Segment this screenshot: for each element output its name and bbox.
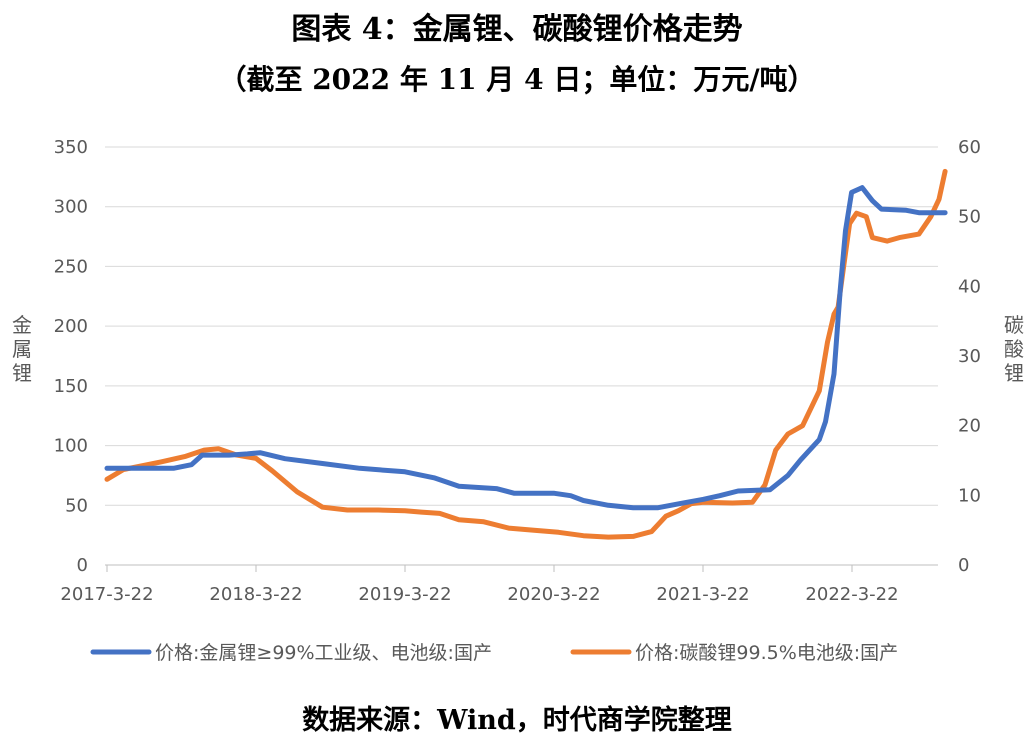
right-axis-ticks: 0 10 20 30 40 50 60 <box>958 137 981 576</box>
chart-title: 图表 4：金属锂、碳酸锂价格走势 <box>291 12 743 47</box>
chart-canvas: 0 50 100 150 200 250 300 350 0 10 20 30 40 50 60 2017… <box>12 137 1024 664</box>
series-layer <box>104 168 948 540</box>
x-tick-label: 2022-3-22 <box>805 584 898 605</box>
left-tick-label: 200 <box>54 316 88 337</box>
x-tick-label: 2021-3-22 <box>656 584 749 605</box>
x-tick-label: 2019-3-22 <box>358 584 451 605</box>
left-axis-title-char: 属 <box>12 337 32 361</box>
x-axis-ticks: 2017-3-22 2018-3-22 2019-3-22 2020-3-22 2021… <box>60 565 899 605</box>
right-tick-label: 40 <box>958 276 981 297</box>
legend: 价格:金属锂≥99%工业级、电池级:国产 价格:碳酸锂99.5%电池级:国产 <box>90 642 898 664</box>
x-tick-label: 2020-3-22 <box>507 584 600 605</box>
right-axis-title-char: 碳 <box>1004 313 1024 337</box>
left-tick-label: 150 <box>54 376 88 397</box>
right-tick-label: 30 <box>958 346 981 367</box>
right-axis-title-char: 酸 <box>1004 337 1024 361</box>
left-axis-title-char: 金 <box>12 313 32 337</box>
left-tick-label: 100 <box>54 436 88 457</box>
left-tick-label: 50 <box>65 495 88 516</box>
series-line-lithium-metal <box>104 185 948 511</box>
x-tick-label: 2018-3-22 <box>209 584 302 605</box>
legend-label: 价格:金属锂≥99%工业级、电池级:国产 <box>155 642 492 664</box>
left-tick-label: 0 <box>77 555 88 576</box>
source-note: 数据来源：Wind，时代商学院整理 <box>302 705 732 736</box>
legend-label: 价格:碳酸锂99.5%电池级:国产 <box>635 642 898 664</box>
left-tick-label: 350 <box>54 137 88 158</box>
x-tick-label: 2017-3-22 <box>60 584 153 605</box>
right-tick-label: 50 <box>958 207 981 228</box>
right-axis-title: 碳酸锂 <box>1004 313 1024 385</box>
right-tick-label: 10 <box>958 485 981 506</box>
chart-subtitle: （截至 2022 年 11 月 4 日；单位：万元/吨） <box>218 63 816 96</box>
left-axis-title: 金属锂 <box>12 313 32 385</box>
right-tick-label: 20 <box>958 416 981 437</box>
left-tick-label: 250 <box>54 256 88 277</box>
series-line-lithium-carbonate <box>104 168 948 540</box>
left-axis-title-char: 锂 <box>12 361 32 385</box>
right-axis-title-char: 锂 <box>1004 361 1024 385</box>
left-tick-label: 300 <box>54 197 88 218</box>
left-axis-ticks: 0 50 100 150 200 250 300 350 <box>54 137 88 576</box>
right-tick-label: 60 <box>958 137 981 158</box>
right-tick-label: 0 <box>958 555 969 576</box>
grid-lines <box>105 146 938 566</box>
